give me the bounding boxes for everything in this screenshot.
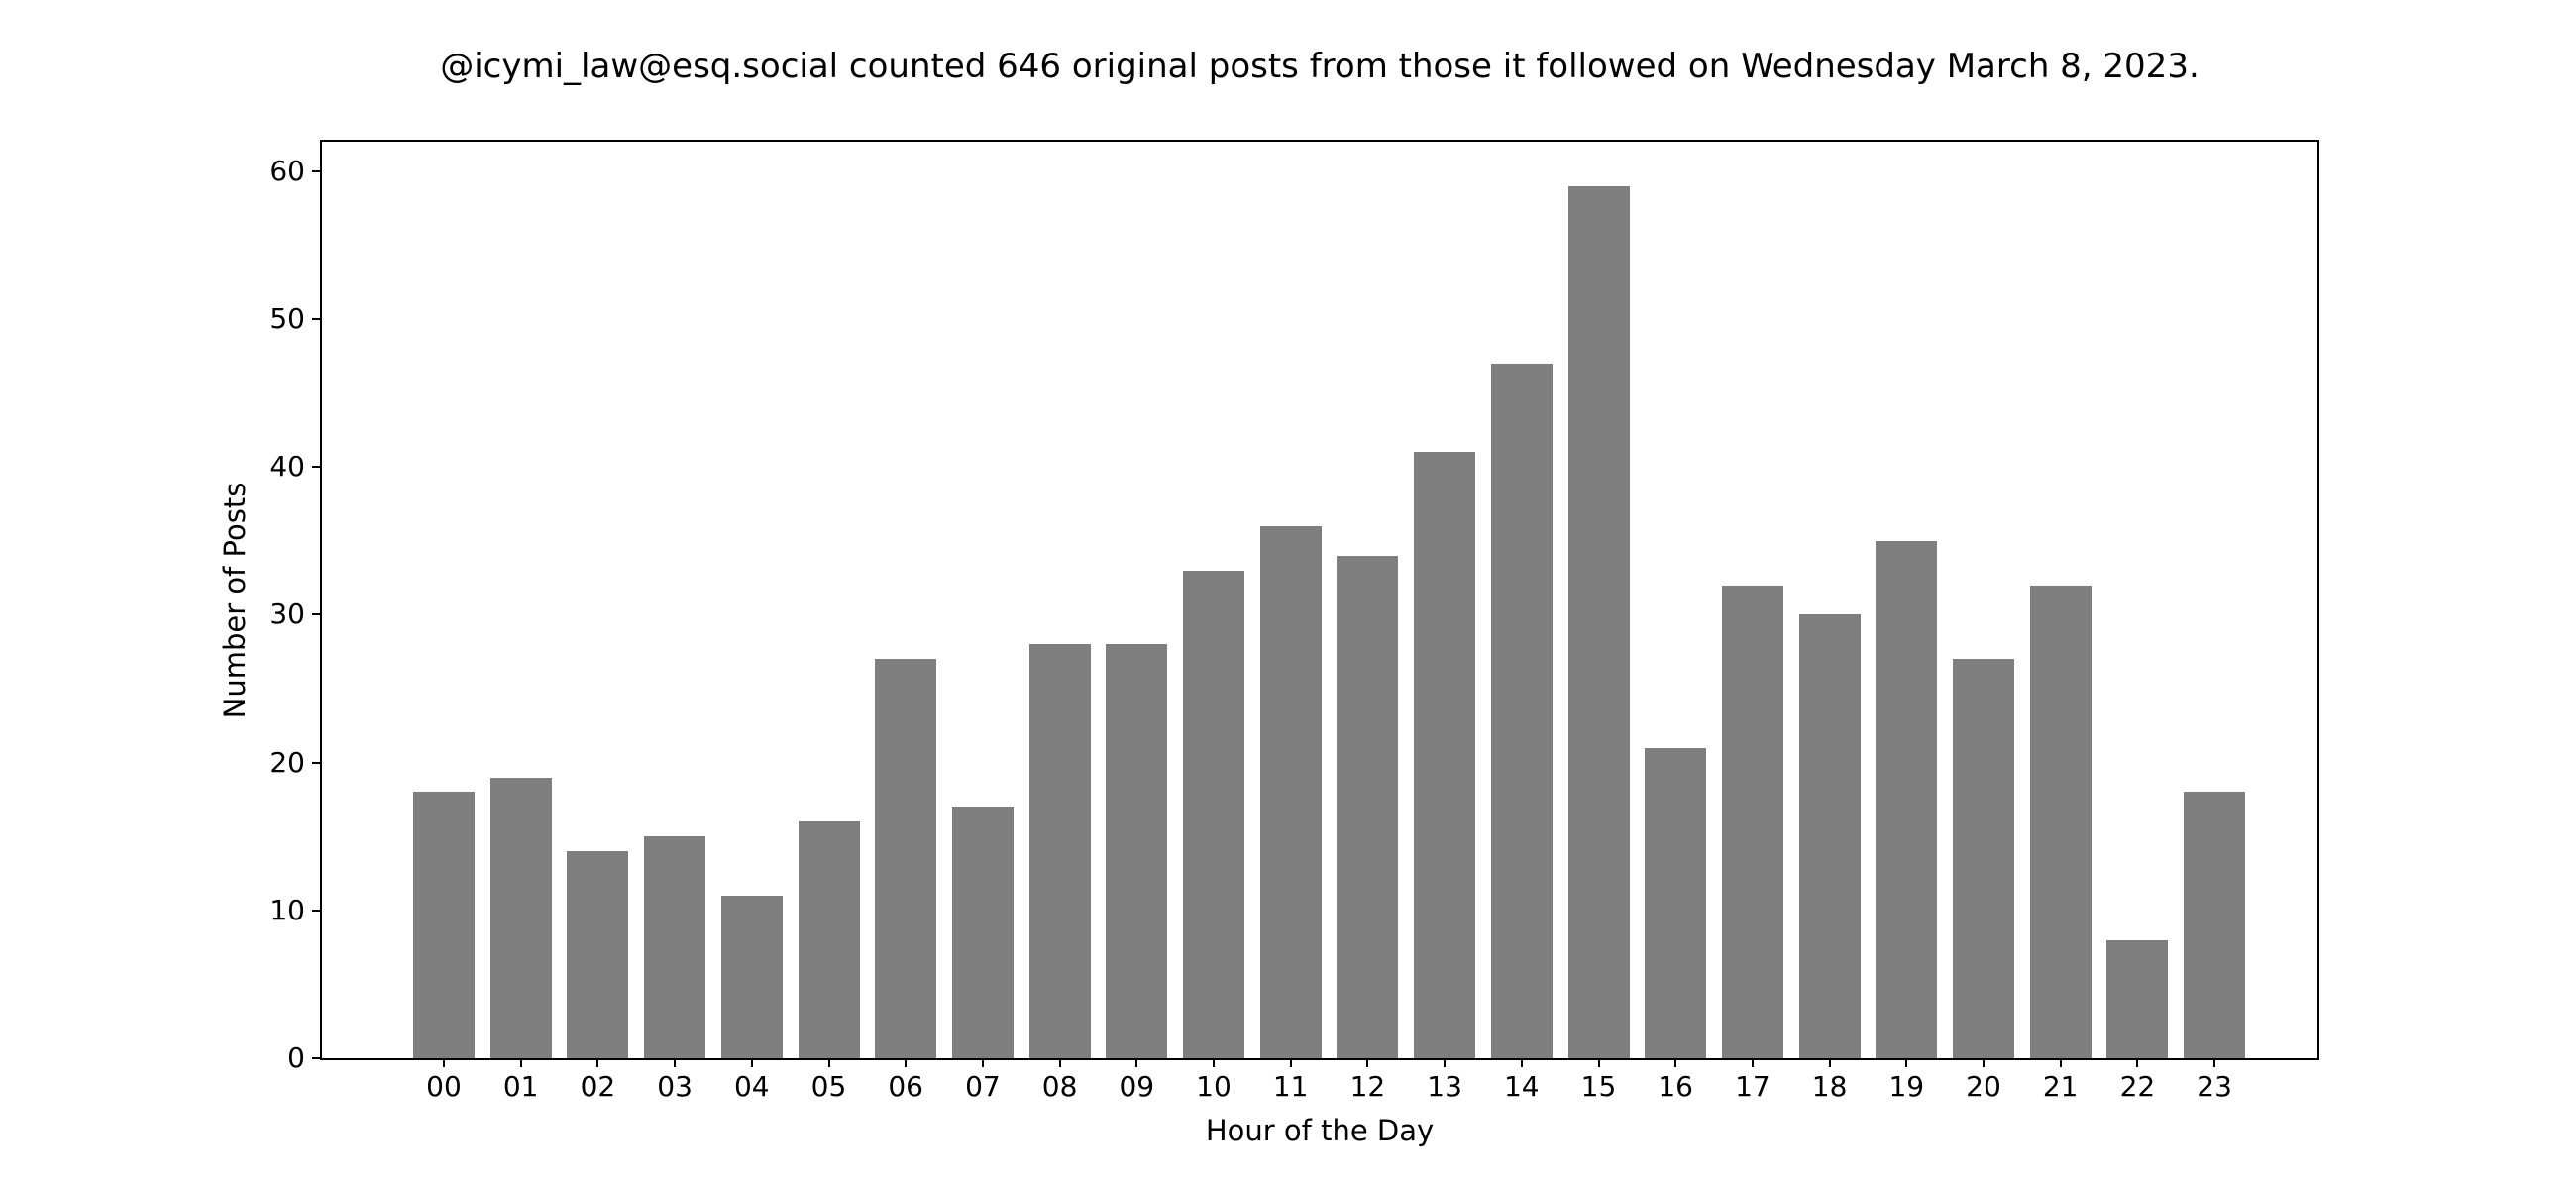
bar-00 xyxy=(413,792,475,1058)
x-tick-mark xyxy=(1905,1059,1908,1067)
bar-12 xyxy=(1337,555,1399,1058)
x-tick-mark xyxy=(1366,1059,1369,1067)
x-tick-mark xyxy=(519,1059,522,1067)
x-tick-mark xyxy=(905,1059,908,1067)
x-tick-label: 12 xyxy=(1349,1070,1386,1103)
x-tick-label: 04 xyxy=(733,1070,770,1103)
bar-22 xyxy=(2106,939,2169,1058)
x-tick-mark xyxy=(1983,1059,1985,1067)
x-tick-label: 22 xyxy=(2119,1070,2156,1103)
y-tick-mark xyxy=(312,613,320,616)
bar-06 xyxy=(875,659,937,1058)
x-tick-label: 06 xyxy=(888,1070,923,1103)
x-tick-label: 14 xyxy=(1503,1070,1540,1103)
x-tick-label: 23 xyxy=(2197,1070,2232,1103)
x-tick-label: 18 xyxy=(1811,1070,1848,1103)
bar-13 xyxy=(1414,452,1476,1058)
bar-21 xyxy=(2029,585,2092,1058)
x-tick-mark xyxy=(1828,1059,1831,1067)
x-tick-label: 15 xyxy=(1580,1070,1617,1103)
x-tick-label: 03 xyxy=(657,1070,693,1103)
y-axis-label: Number of Posts xyxy=(218,482,252,719)
x-tick-label: 10 xyxy=(1196,1070,1232,1103)
x-tick-mark xyxy=(981,1059,984,1067)
y-tick-mark xyxy=(312,909,320,912)
x-tick-label: 09 xyxy=(1119,1070,1155,1103)
x-tick-mark xyxy=(1520,1059,1523,1067)
x-tick-mark xyxy=(2059,1059,2062,1067)
bar-14 xyxy=(1490,363,1553,1058)
chart-title: @icymi_law@esq.social counted 646 origin… xyxy=(440,47,2200,86)
x-tick-label: 20 xyxy=(1966,1070,2001,1103)
x-tick-mark xyxy=(827,1059,830,1067)
bar-15 xyxy=(1567,185,1630,1058)
bar-09 xyxy=(1106,644,1168,1058)
bar-23 xyxy=(2184,792,2246,1058)
y-tick-label: 30 xyxy=(269,597,305,631)
x-tick-label: 07 xyxy=(965,1070,1001,1103)
x-tick-label: 05 xyxy=(810,1070,847,1103)
bar-02 xyxy=(567,851,629,1058)
x-tick-mark xyxy=(750,1059,753,1067)
x-tick-label: 02 xyxy=(580,1070,616,1103)
y-tick-mark xyxy=(312,318,320,321)
x-tick-mark xyxy=(596,1059,599,1067)
x-tick-mark xyxy=(2136,1059,2139,1067)
bar-19 xyxy=(1876,540,1938,1058)
x-tick-mark xyxy=(674,1059,677,1067)
bar-10 xyxy=(1183,570,1244,1058)
bar-05 xyxy=(798,821,860,1058)
x-tick-label: 08 xyxy=(1041,1070,1078,1103)
y-tick-label: 20 xyxy=(269,745,305,779)
bar-04 xyxy=(720,895,783,1058)
x-tick-mark xyxy=(443,1059,445,1067)
x-tick-mark xyxy=(1674,1059,1677,1067)
y-tick-label: 60 xyxy=(269,154,305,187)
x-axis-label: Hour of the Day xyxy=(1205,1114,1435,1147)
x-tick-label: 21 xyxy=(2042,1070,2079,1103)
bar-11 xyxy=(1259,525,1322,1058)
bar-07 xyxy=(951,807,1014,1058)
y-tick-label: 50 xyxy=(269,302,305,336)
bar-20 xyxy=(1953,659,2014,1058)
x-tick-mark xyxy=(1289,1059,1292,1067)
x-tick-label: 19 xyxy=(1888,1070,1925,1103)
y-tick-mark xyxy=(312,761,320,764)
x-tick-mark xyxy=(1058,1059,1061,1067)
y-tick-mark xyxy=(312,169,320,172)
bar-03 xyxy=(644,836,706,1058)
x-tick-label: 11 xyxy=(1272,1070,1309,1103)
bar-17 xyxy=(1721,585,1783,1058)
bar-16 xyxy=(1645,747,1707,1058)
bar-01 xyxy=(489,777,552,1058)
x-tick-mark xyxy=(1213,1059,1215,1067)
y-tick-label: 10 xyxy=(269,893,305,926)
plot-area xyxy=(320,140,2319,1060)
bar-08 xyxy=(1028,644,1091,1058)
x-tick-mark xyxy=(2213,1059,2216,1067)
x-tick-label: 13 xyxy=(1427,1070,1462,1103)
bar-18 xyxy=(1798,614,1861,1058)
x-tick-mark xyxy=(1444,1059,1447,1067)
y-tick-label: 0 xyxy=(287,1041,305,1074)
x-tick-mark xyxy=(1135,1059,1138,1067)
y-tick-label: 40 xyxy=(269,450,305,484)
x-tick-label: 01 xyxy=(502,1070,539,1103)
y-tick-mark xyxy=(312,466,320,469)
y-tick-mark xyxy=(312,1057,320,1059)
x-tick-label: 00 xyxy=(426,1070,462,1103)
x-tick-label: 16 xyxy=(1658,1070,1693,1103)
x-tick-mark xyxy=(1597,1059,1600,1067)
x-tick-mark xyxy=(1751,1059,1754,1067)
x-tick-label: 17 xyxy=(1735,1070,1771,1103)
